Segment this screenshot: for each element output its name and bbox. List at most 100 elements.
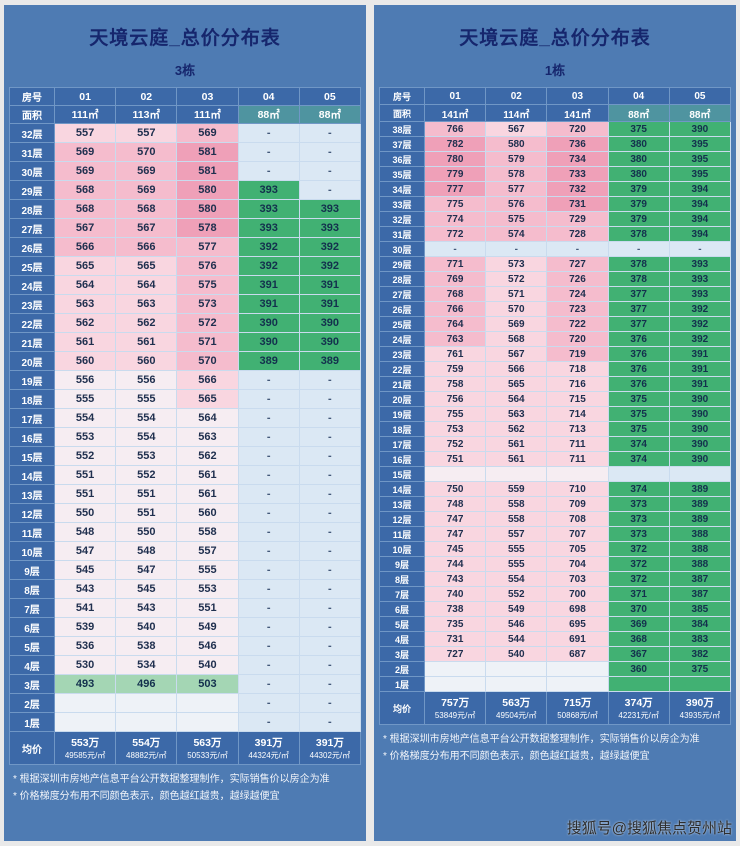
floor-label: 16层 (379, 451, 425, 467)
price-cell: - (546, 241, 609, 257)
price-cell: 394 (668, 181, 732, 197)
price-cell: 561 (176, 484, 239, 504)
column-header: 02 (485, 87, 548, 105)
price-cell: 711 (546, 451, 609, 467)
floor-label: 27层 (379, 286, 425, 302)
price-table-building-3: 天境云庭_总价分布表 3栋 房号 01 02 03 04 05 面积 111㎡ 113㎡ 111㎡… (4, 5, 366, 841)
price-cell: 573 (485, 256, 548, 272)
price-cell: 756 (423, 391, 487, 407)
price-cell: 758 (423, 376, 487, 392)
floor-label: 23层 (379, 346, 425, 362)
price-cell: - (237, 465, 300, 485)
table-row: 34层 777 577 732 379 394 (379, 181, 732, 197)
price-cell: 379 (607, 181, 670, 197)
price-cell: 575 (485, 211, 548, 227)
price-cell: 554 (53, 408, 117, 428)
price-cell: 577 (176, 237, 239, 257)
price-cell: 572 (485, 271, 548, 287)
table-row: 23层 563 563 573 391 391 (9, 294, 362, 314)
table-row: 24层 763 568 720 376 392 (379, 331, 732, 347)
price-cell: 552 (115, 465, 178, 485)
price-cell: 390 (668, 391, 732, 407)
price-cell: 551 (53, 465, 117, 485)
floor-label: 15层 (379, 466, 425, 482)
price-cell: - (298, 408, 362, 428)
price-cell: 750 (423, 481, 487, 497)
average-cell: 553万 49585元/㎡ (53, 731, 117, 765)
price-cell: 393 (298, 199, 362, 219)
footnotes: * 根据深圳市房地产信息平台公开数据整理制作，实际销售价以房企为准 * 价格梯度… (379, 733, 731, 764)
floor-label: 10层 (9, 541, 55, 561)
building-subtitle: 1栋 (544, 63, 566, 78)
table-row: 7层 740 552 700 371 387 (379, 586, 732, 602)
price-cell: 378 (607, 226, 670, 242)
price-cell: 553 (176, 579, 239, 599)
table-row: 21层 758 565 716 376 391 (379, 376, 732, 392)
price-cell: 393 (668, 256, 732, 272)
price-cell: 747 (423, 526, 487, 542)
floor-label: 35层 (379, 166, 425, 182)
price-cell: 755 (423, 406, 487, 422)
floor-label: 38层 (379, 121, 425, 137)
footnotes: * 根据深圳市房地产信息平台公开数据整理制作，实际销售价以房企为准 * 价格梯度… (9, 773, 361, 804)
table-row: 35层 779 578 733 380 395 (379, 166, 732, 182)
price-cell: 376 (607, 361, 670, 377)
price-cell: 766 (423, 121, 487, 137)
floor-label: 8层 (9, 579, 55, 599)
price-cell: 379 (607, 211, 670, 227)
price-table: 房号 01 02 03 04 05 面积 141㎡ 114㎡ 141㎡ 88㎡ 88㎡ 38层 766 56… (379, 87, 732, 725)
table-row: 19层 755 563 714 375 390 (379, 406, 732, 422)
price-cell: - (298, 541, 362, 561)
price-cell: 536 (53, 636, 117, 656)
price-cell: 566 (53, 237, 117, 257)
table-row: 17层 554 554 564- - (9, 408, 362, 428)
floor-label: 22层 (379, 361, 425, 377)
price-cell: 719 (546, 346, 609, 362)
table-row: 5层 735 546 695 369 384 (379, 616, 732, 632)
price-cell: 389 (298, 351, 362, 371)
price-cell: 567 (53, 218, 117, 238)
floor-label: 12层 (9, 503, 55, 523)
price-cell: 580 (176, 199, 239, 219)
floor-label: 12层 (379, 511, 425, 527)
price-cell: - (237, 484, 300, 504)
price-cell: 390 (668, 121, 732, 137)
floor-label: 7层 (9, 598, 55, 618)
price-cell: 564 (485, 391, 548, 407)
price-cell: 393 (237, 180, 300, 200)
price-cell: 580 (485, 136, 548, 152)
area-header-label: 面积 (9, 105, 55, 124)
table-row: 36层 780 579 734 380 395 (379, 151, 732, 167)
price-cell: 570 (115, 142, 178, 162)
price-cell: 540 (176, 655, 239, 675)
area-value: 111㎡ (176, 105, 239, 124)
floor-label: 10层 (379, 541, 425, 557)
price-cell: 567 (485, 121, 548, 137)
price-cell: 558 (485, 496, 548, 512)
price-cell: 569 (485, 316, 548, 332)
table-row: 13层 748 558 709 373 389 (379, 496, 732, 512)
room-header-label: 房号 (379, 87, 425, 105)
price-cell: 374 (607, 451, 670, 467)
price-cell: 395 (668, 166, 732, 182)
price-cell (607, 676, 670, 692)
price-cell: 564 (53, 275, 117, 295)
price-cell: - (237, 655, 300, 675)
price-cell: 387 (668, 586, 732, 602)
price-cell: 732 (546, 181, 609, 197)
price-cell (176, 693, 239, 713)
price-cell (176, 712, 239, 732)
price-cell: 549 (485, 601, 548, 617)
price-cell: 393 (668, 286, 732, 302)
floor-label: 13层 (379, 496, 425, 512)
floor-label: 17层 (379, 436, 425, 452)
price-cell: 743 (423, 571, 487, 587)
floor-label: 11层 (379, 526, 425, 542)
table-row: 32层 557 557 569- - (9, 123, 362, 143)
price-cell: 372 (607, 556, 670, 572)
price-cell: 723 (546, 301, 609, 317)
price-cell: 731 (423, 631, 487, 647)
price-cell: 377 (607, 301, 670, 317)
area-value: 141㎡ (546, 104, 609, 122)
price-cell: - (237, 123, 300, 143)
